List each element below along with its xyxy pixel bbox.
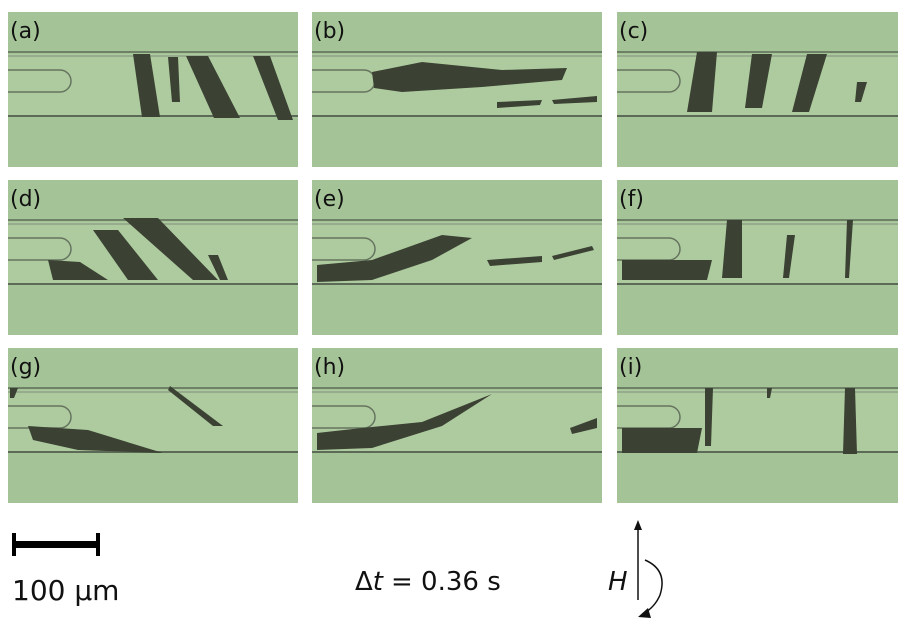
- micrograph-panel: (a): [8, 12, 298, 167]
- micrograph-panel: (f): [617, 180, 898, 335]
- micrograph-panel: (b): [312, 12, 602, 167]
- micrograph-panel: (h): [312, 348, 602, 503]
- micrograph-panel: (d): [8, 180, 298, 335]
- micrograph-panel: (g): [8, 348, 298, 503]
- scale-end: [96, 533, 100, 556]
- field-indicator: H: [608, 520, 662, 618]
- panel-label: (h): [314, 355, 345, 380]
- micrograph-panel: (e): [312, 180, 602, 335]
- time-value: = 0.36 s: [391, 567, 501, 597]
- magnetic-domain: [622, 428, 702, 453]
- panel-label: (a): [10, 19, 41, 44]
- scale-line: [12, 541, 100, 548]
- figure: (a) (b) (c) (d) (e) (f) (g) (h) (i) 100 µm Δt= 0…: [0, 0, 898, 624]
- scale-bar: 100 µm: [12, 533, 119, 607]
- panel-label: (d): [10, 187, 41, 212]
- time-step: Δt= 0.36 s: [355, 567, 501, 597]
- field-label: H: [608, 567, 628, 597]
- panel-grid: (a) (b) (c) (d) (e) (f) (g) (h) (i): [8, 12, 898, 503]
- time-variable: t: [373, 567, 384, 597]
- micrograph-panel: (c): [617, 12, 898, 167]
- panel-label: (e): [314, 187, 345, 212]
- scale-label: 100 µm: [12, 574, 119, 607]
- magnetic-domain: [622, 260, 712, 280]
- panel-label: (g): [10, 355, 41, 380]
- panel-label: (i): [619, 355, 642, 380]
- delta: Δ: [355, 567, 373, 597]
- panel-label: (c): [619, 19, 648, 44]
- arrow-head: [634, 520, 642, 530]
- panel-label: (f): [619, 187, 644, 212]
- scale-end: [12, 533, 16, 556]
- micrograph-panel: (i): [617, 348, 898, 503]
- panel-label: (b): [314, 19, 345, 44]
- rotation-arrow: [643, 560, 662, 614]
- magnetic-domain: [843, 388, 857, 454]
